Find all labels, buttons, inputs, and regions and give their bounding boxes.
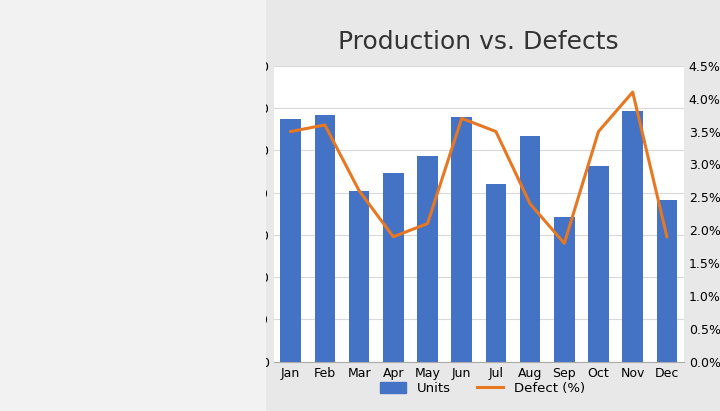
- Bar: [520, 136, 540, 362]
- Bar: [315, 115, 336, 362]
- Bar: [657, 200, 677, 362]
- Bar: [588, 166, 609, 362]
- Bar: [383, 173, 403, 362]
- Legend: Units, Defect (%): Units, Defect (%): [374, 377, 590, 400]
- Bar: [349, 191, 369, 362]
- Bar: [281, 120, 301, 362]
- Bar: [623, 111, 643, 362]
- Bar: [485, 184, 506, 362]
- Bar: [554, 217, 575, 362]
- Bar: [451, 117, 472, 362]
- Title: Production vs. Defects: Production vs. Defects: [338, 30, 619, 54]
- Bar: [418, 156, 438, 362]
